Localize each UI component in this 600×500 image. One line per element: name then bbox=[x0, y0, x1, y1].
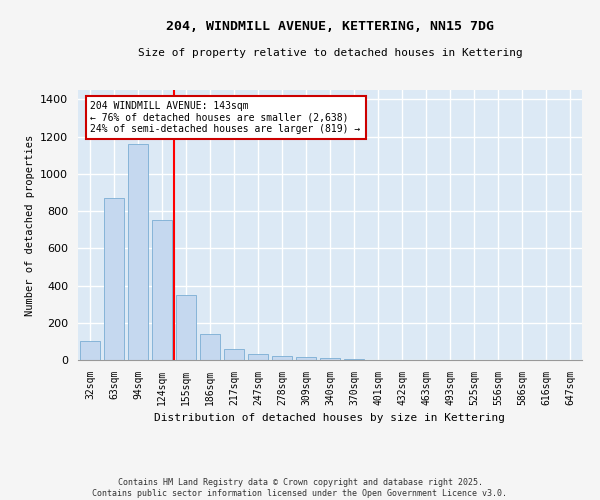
Bar bbox=[344, 359, 364, 360]
Y-axis label: Number of detached properties: Number of detached properties bbox=[25, 134, 35, 316]
Text: 204 WINDMILL AVENUE: 143sqm
← 76% of detached houses are smaller (2,638)
24% of : 204 WINDMILL AVENUE: 143sqm ← 76% of det… bbox=[91, 101, 361, 134]
Bar bbox=[128, 144, 148, 360]
Bar bbox=[80, 342, 100, 360]
Text: Contains HM Land Registry data © Crown copyright and database right 2025.
Contai: Contains HM Land Registry data © Crown c… bbox=[92, 478, 508, 498]
Text: 204, WINDMILL AVENUE, KETTERING, NN15 7DG: 204, WINDMILL AVENUE, KETTERING, NN15 7D… bbox=[166, 20, 494, 33]
Bar bbox=[320, 358, 340, 360]
Bar bbox=[224, 349, 244, 360]
Bar bbox=[200, 334, 220, 360]
Bar bbox=[152, 220, 172, 360]
Text: Size of property relative to detached houses in Kettering: Size of property relative to detached ho… bbox=[137, 48, 523, 58]
X-axis label: Distribution of detached houses by size in Kettering: Distribution of detached houses by size … bbox=[155, 414, 505, 424]
Bar bbox=[248, 354, 268, 360]
Bar bbox=[272, 356, 292, 360]
Bar bbox=[176, 295, 196, 360]
Bar bbox=[104, 198, 124, 360]
Bar bbox=[296, 357, 316, 360]
